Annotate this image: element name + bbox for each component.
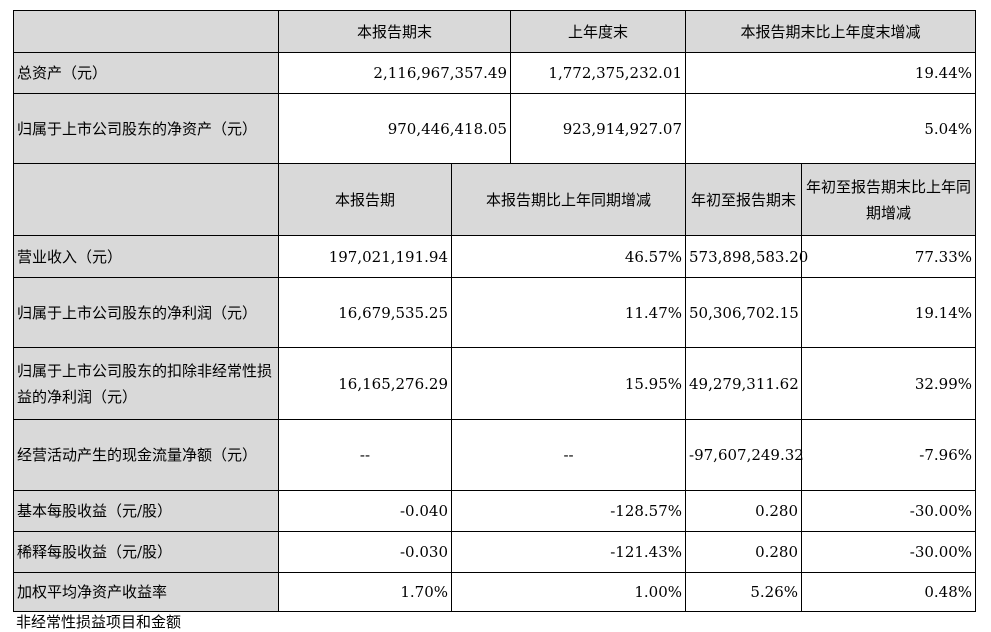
value-yoy: -- [450,419,687,491]
table-row: 归属于上市公司股东的扣除非经常性损益的净利润（元） 16,165,276.29 … [13,347,977,420]
row-label: 归属于上市公司股东的净资产（元） [13,93,279,164]
value-yoy: -128.57% [450,490,687,532]
value-yoy: 11.47% [450,277,687,348]
value-ytd: 50,306,702.15 [685,277,803,348]
value-current: 16,679,535.25 [278,277,452,348]
value-current: 2,116,967,357.49 [277,52,512,94]
value-prior: 923,914,927.07 [510,93,687,164]
value-ytd: 0.280 [685,490,803,532]
value-ytd: 0.280 [685,531,803,573]
value-change: 19.44% [685,52,977,94]
value-ytd-yoy: 77.33% [801,235,977,278]
value-ytd: -97,607,249.32 [685,419,804,491]
value-yoy: 46.57% [450,235,687,278]
table-row: 归属于上市公司股东的净利润（元） 16,679,535.25 11.47% 50… [13,277,977,348]
header-current-period: 本报告期 [278,163,452,236]
row-label: 基本每股收益（元/股） [13,490,279,532]
value-ytd-yoy: -30.00% [801,531,977,573]
value-ytd: 49,279,311.62 [685,347,803,420]
table-row: 加权平均净资产收益率 1.70% 1.00% 5.26% 0.48% [13,572,977,612]
header-prior-year-end: 上年度末 [510,10,687,53]
value-current: -- [278,419,452,491]
row-label: 归属于上市公司股东的扣除非经常性损益的净利润（元） [13,347,279,420]
header-current-period-yoy: 本报告期比上年同期增减 [450,163,687,236]
value-current: 1.70% [278,572,452,612]
value-prior: 1,772,375,232.01 [510,52,687,94]
row-label: 加权平均净资产收益率 [13,572,279,612]
header-change-vs-prior-year-end: 本报告期末比上年度末增减 [685,10,977,53]
value-yoy: 15.95% [450,347,687,420]
blank-header-cell [13,163,279,236]
table-row: 总资产（元） 2,116,967,357.49 1,772,375,232.01… [13,52,977,94]
row-label: 归属于上市公司股东的净利润（元） [13,277,279,348]
value-current: 970,446,418.05 [277,93,512,164]
value-ytd-yoy: 32.99% [801,347,977,420]
value-ytd: 573,898,583.20 [685,235,808,278]
value-ytd-yoy: -7.96% [801,419,977,491]
header-current-period-end: 本报告期末 [277,10,512,53]
header-ytd: 年初至报告期末 [685,163,803,236]
row-label: 营业收入（元） [13,235,279,278]
header-ytd-yoy: 年初至报告期末比上年同期增减 [801,163,977,236]
financial-summary-table: 本报告期末 上年度末 本报告期末比上年度末增减 总资产（元） 2,116,967… [13,10,977,612]
value-current: -0.040 [278,490,452,532]
table-row: 营业收入（元） 197,021,191.94 46.57% 573,898,58… [13,235,977,278]
table-row: 稀释每股收益（元/股） -0.030 -121.43% 0.280 -30.00… [13,531,977,573]
value-ytd-yoy: -30.00% [801,490,977,532]
value-ytd: 5.26% [685,572,803,612]
section-heading-cutoff: 非经常性损益项目和金额 [16,613,182,631]
value-yoy: 1.00% [450,572,687,612]
value-current: 16,165,276.29 [278,347,452,420]
balance-header-row: 本报告期末 上年度末 本报告期末比上年度末增减 [13,10,977,53]
value-current: 197,021,191.94 [278,235,452,278]
value-change: 5.04% [685,93,977,164]
blank-header-cell [13,10,279,53]
table-row: 经营活动产生的现金流量净额（元） -- -- -97,607,249.32 -7… [13,419,977,491]
row-label: 总资产（元） [13,52,279,94]
table-row: 基本每股收益（元/股） -0.040 -128.57% 0.280 -30.00… [13,490,977,532]
value-ytd-yoy: 19.14% [801,277,977,348]
table-row: 归属于上市公司股东的净资产（元） 970,446,418.05 923,914,… [13,93,977,164]
row-label: 经营活动产生的现金流量净额（元） [13,419,279,491]
value-current: -0.030 [278,531,452,573]
value-yoy: -121.43% [450,531,687,573]
value-ytd-yoy: 0.48% [801,572,977,612]
row-label: 稀释每股收益（元/股） [13,531,279,573]
income-header-row: 本报告期 本报告期比上年同期增减 年初至报告期末 年初至报告期末比上年同期增减 [13,163,977,236]
